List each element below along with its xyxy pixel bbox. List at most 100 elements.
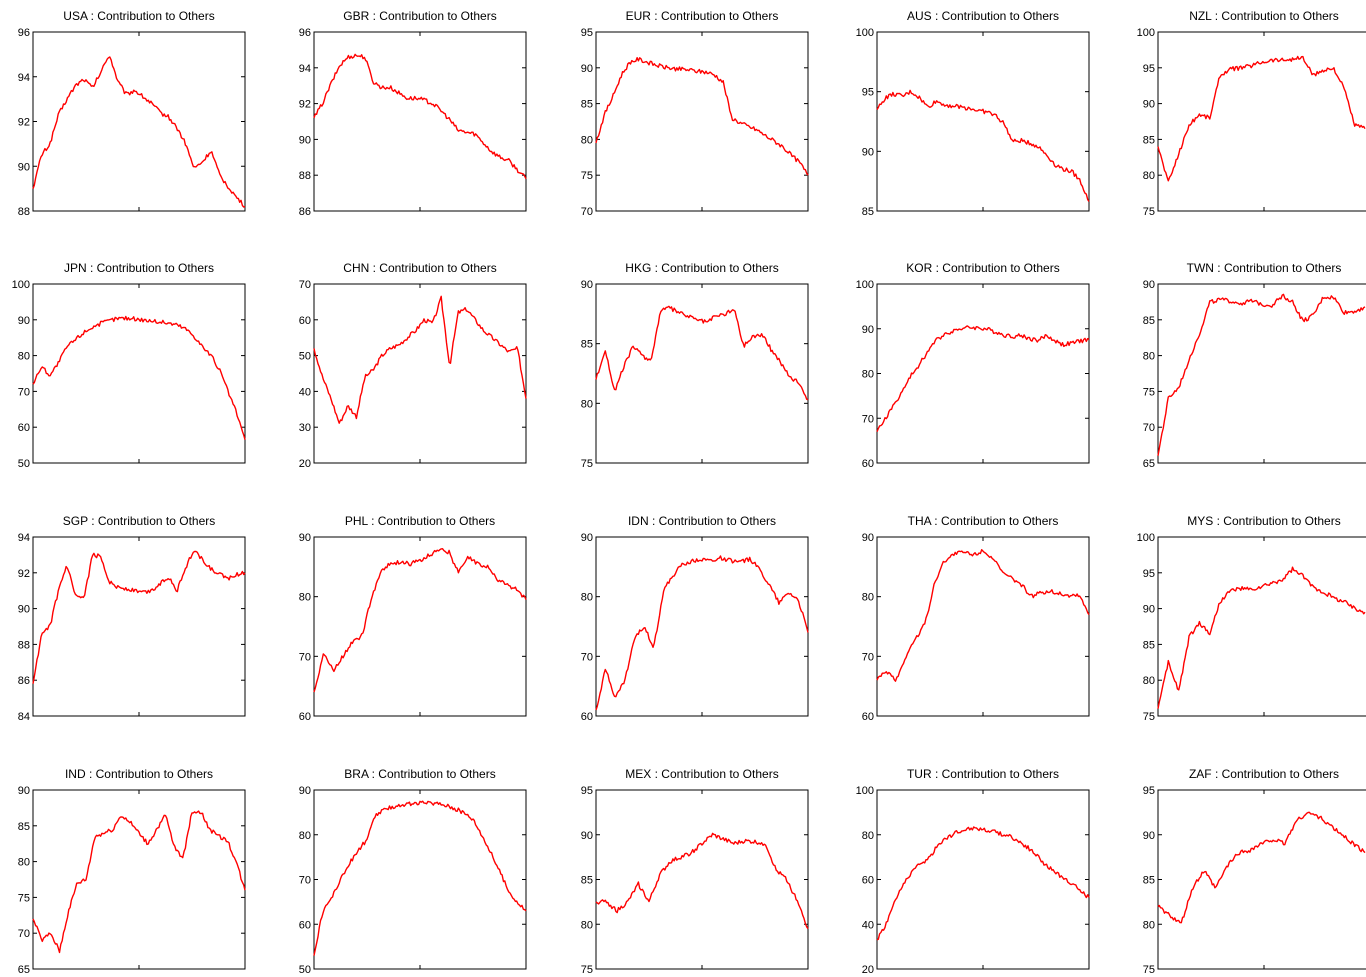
y-tick-label: 50 [299, 964, 311, 976]
series-line [32, 56, 246, 208]
y-tick-label: 70 [18, 386, 30, 398]
y-tick-label: 92 [18, 117, 30, 129]
y-tick-label: 70 [299, 875, 311, 887]
plot-frame [876, 789, 1090, 970]
y-tick-label: 75 [18, 892, 30, 904]
y-tick-label: 90 [1143, 99, 1155, 111]
y-tick-label: 86 [18, 675, 30, 687]
y-tick-label: 85 [581, 99, 593, 111]
y-tick-label: 100 [856, 27, 874, 39]
plot-frame [1157, 283, 1366, 464]
y-tick-label: 65 [18, 964, 30, 976]
y-tick-label: 88 [18, 639, 30, 651]
y-tick-label: 92 [18, 568, 30, 580]
y-tick-label: 90 [299, 532, 311, 544]
y-tick-label: 100 [856, 785, 874, 797]
y-tick-label: 70 [862, 651, 874, 663]
plot-frame [1157, 789, 1366, 970]
y-tick-label: 85 [1143, 875, 1155, 887]
y-tick-label: 95 [1143, 785, 1155, 797]
subplot-13: THA : Contribution to Others 60 70 80 90 [862, 514, 1090, 723]
y-tick-label: 80 [1143, 351, 1155, 363]
series-line [1157, 55, 1366, 182]
subplot-title: TUR : Contribution to Others [907, 767, 1059, 781]
subplot-title: JPN : Contribution to Others [64, 261, 214, 275]
subplot-title: AUS : Contribution to Others [907, 9, 1059, 23]
y-tick-label: 90 [18, 161, 30, 173]
plot-frame [1157, 31, 1366, 212]
y-tick-label: 80 [862, 830, 874, 842]
subplot-5: JPN : Contribution to Others 50 60 70 80 90 10… [12, 261, 246, 470]
y-tick-label: 90 [581, 63, 593, 75]
y-tick-label: 90 [18, 604, 30, 616]
y-tick-label: 90 [862, 146, 874, 158]
series-line [313, 800, 527, 956]
subplot-8: KOR : Contribution to Others 60 70 80 90 100 [856, 261, 1090, 470]
y-tick-label: 100 [856, 279, 874, 291]
y-tick-label: 30 [299, 422, 311, 434]
subplot-0: USA : Contribution to Others 88 90 92 94 96 [18, 9, 246, 218]
plot-frame [313, 789, 527, 970]
y-tick-label: 100 [1137, 27, 1155, 39]
series-line [313, 295, 527, 424]
subplot-16: BRA : Contribution to Others 50 60 70 80 90 [299, 767, 527, 976]
subplot-title: PHL : Contribution to Others [345, 514, 495, 528]
subplot-title: KOR : Contribution to Others [906, 261, 1059, 275]
subplot-title: CHN : Contribution to Others [343, 261, 496, 275]
y-tick-label: 20 [299, 458, 311, 470]
y-tick-label: 96 [18, 27, 30, 39]
series-line [876, 549, 1090, 682]
plot-frame [313, 536, 527, 717]
y-tick-label: 95 [862, 87, 874, 99]
y-tick-label: 60 [299, 711, 311, 723]
y-tick-label: 90 [299, 785, 311, 797]
y-tick-label: 80 [18, 351, 30, 363]
y-tick-label: 70 [1143, 422, 1155, 434]
y-tick-label: 90 [581, 830, 593, 842]
y-tick-label: 96 [299, 27, 311, 39]
y-tick-label: 85 [581, 339, 593, 351]
series-line [32, 550, 246, 684]
subplot-title: MEX : Contribution to Others [625, 767, 778, 781]
subplot-3: AUS : Contribution to Others 85 90 95 100 [856, 9, 1090, 218]
y-tick-label: 95 [1143, 568, 1155, 580]
plot-frame [32, 536, 246, 717]
y-tick-label: 70 [862, 413, 874, 425]
plot-frame [32, 31, 246, 212]
y-tick-label: 88 [18, 206, 30, 218]
y-tick-label: 70 [581, 206, 593, 218]
y-tick-label: 60 [299, 919, 311, 931]
y-tick-label: 80 [581, 398, 593, 410]
y-tick-label: 90 [299, 134, 311, 146]
subplot-9: TWN : Contribution to Others 65 70 75 80 85 90 [1143, 261, 1366, 470]
y-tick-label: 85 [1143, 315, 1155, 327]
y-tick-label: 85 [1143, 639, 1155, 651]
y-tick-label: 75 [581, 170, 593, 182]
subplot-6: CHN : Contribution to Others 20 30 40 50 60 70 [299, 261, 527, 470]
y-tick-label: 100 [12, 279, 30, 291]
y-tick-label: 95 [581, 785, 593, 797]
y-tick-label: 60 [862, 458, 874, 470]
subplot-17: MEX : Contribution to Others 75 80 85 90 95 [581, 767, 809, 976]
subplot-4: NZL : Contribution to Others 75 80 85 90 95 10… [1137, 9, 1366, 218]
subplot-14: MYS : Contribution to Others 75 80 85 90 95 10… [1137, 514, 1366, 723]
subplot-1: GBR : Contribution to Others 86 88 90 92 94 96 [299, 9, 527, 218]
plot-frame [595, 283, 809, 464]
y-tick-label: 90 [18, 315, 30, 327]
subplot-title: BRA : Contribution to Others [344, 767, 495, 781]
y-tick-label: 70 [581, 651, 593, 663]
subplot-title: IDN : Contribution to Others [628, 514, 776, 528]
y-tick-label: 80 [1143, 919, 1155, 931]
y-tick-label: 70 [18, 928, 30, 940]
subplot-11: PHL : Contribution to Others 60 70 80 90 [299, 514, 527, 723]
series-line [876, 325, 1090, 432]
subplot-title: NZL : Contribution to Others [1189, 9, 1339, 23]
subplot-19: ZAF : Contribution to Others 75 80 85 90 95 [1143, 767, 1366, 976]
subplot-title: TWN : Contribution to Others [1187, 261, 1342, 275]
plot-frame [595, 31, 809, 212]
series-line [595, 832, 809, 930]
series-line [595, 555, 809, 711]
subplot-12: IDN : Contribution to Others 60 70 80 90 [581, 514, 809, 723]
y-tick-label: 80 [1143, 170, 1155, 182]
y-tick-label: 60 [581, 711, 593, 723]
